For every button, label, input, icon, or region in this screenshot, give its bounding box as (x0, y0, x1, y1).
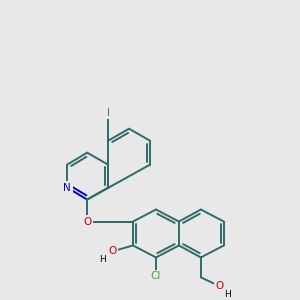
Text: H: H (99, 255, 106, 264)
Text: I: I (106, 108, 110, 118)
Text: O: O (216, 281, 224, 291)
Text: O: O (83, 217, 91, 226)
Text: O: O (108, 247, 116, 256)
Text: Cl: Cl (151, 272, 161, 281)
Text: N: N (63, 183, 71, 193)
Text: H: H (224, 290, 231, 299)
